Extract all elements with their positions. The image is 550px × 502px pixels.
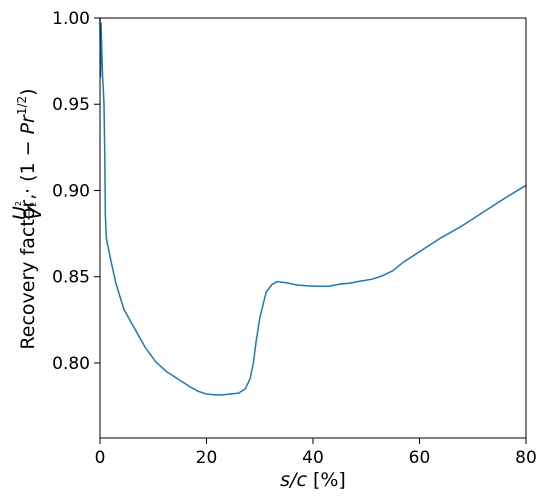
fraction-numerator-exp: 2 bbox=[14, 201, 23, 206]
series-line bbox=[99, 17, 527, 396]
svg-text:· (1 − Pr1/2): · (1 − Pr1/2) bbox=[15, 88, 39, 194]
y-axis-label-rest-group: · (1 − Pr1/2) bbox=[15, 88, 39, 194]
svg-text:Recovery factor,: Recovery factor, UU/VV·(1 bbox=[17, 106, 39, 349]
x-axis-label-unit: [%] bbox=[313, 469, 346, 491]
y-axis-label-close: ) bbox=[17, 88, 39, 95]
x-axis-label-variable: s/c bbox=[280, 469, 307, 491]
y-tick-label: 1.00 bbox=[52, 9, 90, 29]
x-axis-label: s/c [%] bbox=[280, 469, 346, 491]
x-tick-label: 60 bbox=[409, 448, 431, 468]
plot-frame bbox=[99, 17, 527, 439]
y-tick-label: 0.95 bbox=[52, 95, 90, 115]
x-axis: 0 20 40 60 80 bbox=[95, 438, 537, 468]
plot-layer bbox=[99, 17, 527, 396]
y-tick-label: 0.85 bbox=[52, 268, 90, 288]
x-tick-label: 0 bbox=[95, 448, 106, 468]
y-tick-label: 0.80 bbox=[52, 354, 90, 374]
y-axis-label-dot-paren: · (1 − bbox=[17, 134, 39, 194]
y-axis-label-formula-group: U2 V2 bbox=[9, 201, 46, 220]
svg-text:V2: V2 bbox=[24, 202, 46, 220]
fraction-denominator-exp: 2 bbox=[29, 202, 38, 207]
y-axis-label-prefix: Recovery factor, bbox=[17, 194, 39, 350]
fraction-numerator-u: U bbox=[9, 206, 31, 220]
y-axis: 0.80 0.85 0.90 0.95 1.00 bbox=[52, 9, 100, 374]
svg-text:U2: U2 bbox=[9, 201, 31, 220]
y-axis-label-pr: Pr bbox=[17, 114, 39, 134]
y-axis-label-pr-exp: 1/2 bbox=[15, 96, 29, 115]
y-tick-label: 0.90 bbox=[52, 181, 90, 201]
x-tick-label: 40 bbox=[302, 448, 324, 468]
y-axis-label: Recovery factor, UU/VV·(1 bbox=[17, 106, 39, 349]
x-tick-label: 80 bbox=[515, 448, 537, 468]
fraction-denominator-v: V bbox=[24, 205, 46, 220]
x-tick-label: 20 bbox=[196, 448, 218, 468]
y-axis-label-formula: UU/VV·(1 bbox=[18, 106, 39, 187]
